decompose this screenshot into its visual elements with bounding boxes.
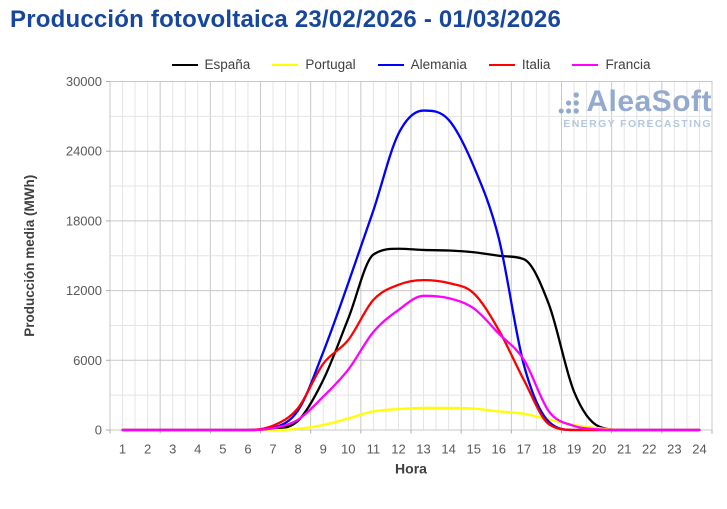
legend-swatch: [488, 64, 515, 66]
svg-text:2: 2: [144, 442, 151, 457]
legend: España Portugal Alemania Italia Francia: [110, 57, 712, 73]
svg-text:20: 20: [592, 442, 606, 457]
svg-text:12000: 12000: [66, 283, 102, 298]
series-line-francia: [121, 294, 701, 432]
svg-text:13: 13: [416, 442, 430, 457]
gridlines: [109, 81, 713, 431]
svg-text:4: 4: [194, 442, 201, 457]
svg-text:11: 11: [367, 442, 381, 457]
svg-text:1: 1: [119, 442, 126, 457]
svg-text:8: 8: [295, 442, 302, 457]
svg-text:22: 22: [642, 442, 656, 457]
svg-text:21: 21: [617, 442, 631, 457]
legend-swatch: [572, 64, 599, 66]
axis-ticks: [106, 81, 713, 434]
logo-name: AleaSoft: [586, 85, 712, 119]
legend-label: Italia: [521, 57, 551, 72]
svg-text:16: 16: [492, 442, 506, 457]
svg-text:15: 15: [466, 442, 480, 457]
svg-text:18: 18: [542, 442, 556, 457]
svg-text:0: 0: [95, 423, 102, 438]
legend-item-españa: España: [171, 57, 251, 73]
svg-text:18000: 18000: [66, 213, 102, 228]
legend-item-francia: Francia: [572, 57, 650, 73]
legend-item-portugal: Portugal: [272, 57, 356, 73]
y-tick-labels: 0 6000 12000 18000 24000 30000: [66, 74, 102, 438]
svg-text:14: 14: [441, 442, 455, 457]
y-axis-title: Producción media (MWh): [22, 175, 37, 337]
svg-text:24000: 24000: [66, 144, 102, 159]
svg-text:19: 19: [567, 442, 581, 457]
logo-tagline: ENERGY FORECASTING: [563, 118, 712, 130]
svg-text:9: 9: [320, 442, 327, 457]
svg-text:3: 3: [169, 442, 176, 457]
svg-text:6000: 6000: [73, 353, 102, 368]
svg-text:17: 17: [517, 442, 531, 457]
svg-text:23: 23: [667, 442, 681, 457]
legend-swatch: [272, 64, 299, 66]
chart-title: Producción fotovoltaica 23/02/2026 - 01/…: [10, 6, 561, 33]
svg-text:30000: 30000: [66, 74, 102, 89]
svg-text:5: 5: [219, 442, 226, 457]
legend-item-italia: Italia: [488, 57, 551, 73]
svg-text:6: 6: [244, 442, 251, 457]
x-axis-title: Hora: [395, 461, 427, 477]
logo-dots-icon: [559, 92, 580, 114]
legend-label: Francia: [605, 57, 651, 72]
series-lines: [121, 109, 701, 432]
x-tick-labels: 1 2 3 4 5 6 7 8 9 10 11 12 13 14 15 16 17 18 19 20 21 22 23 24: [119, 442, 707, 457]
legend-label: España: [204, 57, 251, 72]
svg-text:12: 12: [391, 442, 405, 457]
legend-swatch: [377, 64, 404, 66]
legend-label: Portugal: [305, 57, 356, 72]
legend-item-alemania: Alemania: [377, 57, 467, 73]
legend-swatch: [171, 64, 198, 66]
svg-text:7: 7: [269, 442, 276, 457]
aleasoft-logo: AleaSoft ENERGY FORECASTING: [558, 85, 712, 130]
legend-label: Alemania: [410, 57, 467, 72]
svg-text:10: 10: [341, 442, 355, 457]
svg-text:24: 24: [692, 442, 706, 457]
